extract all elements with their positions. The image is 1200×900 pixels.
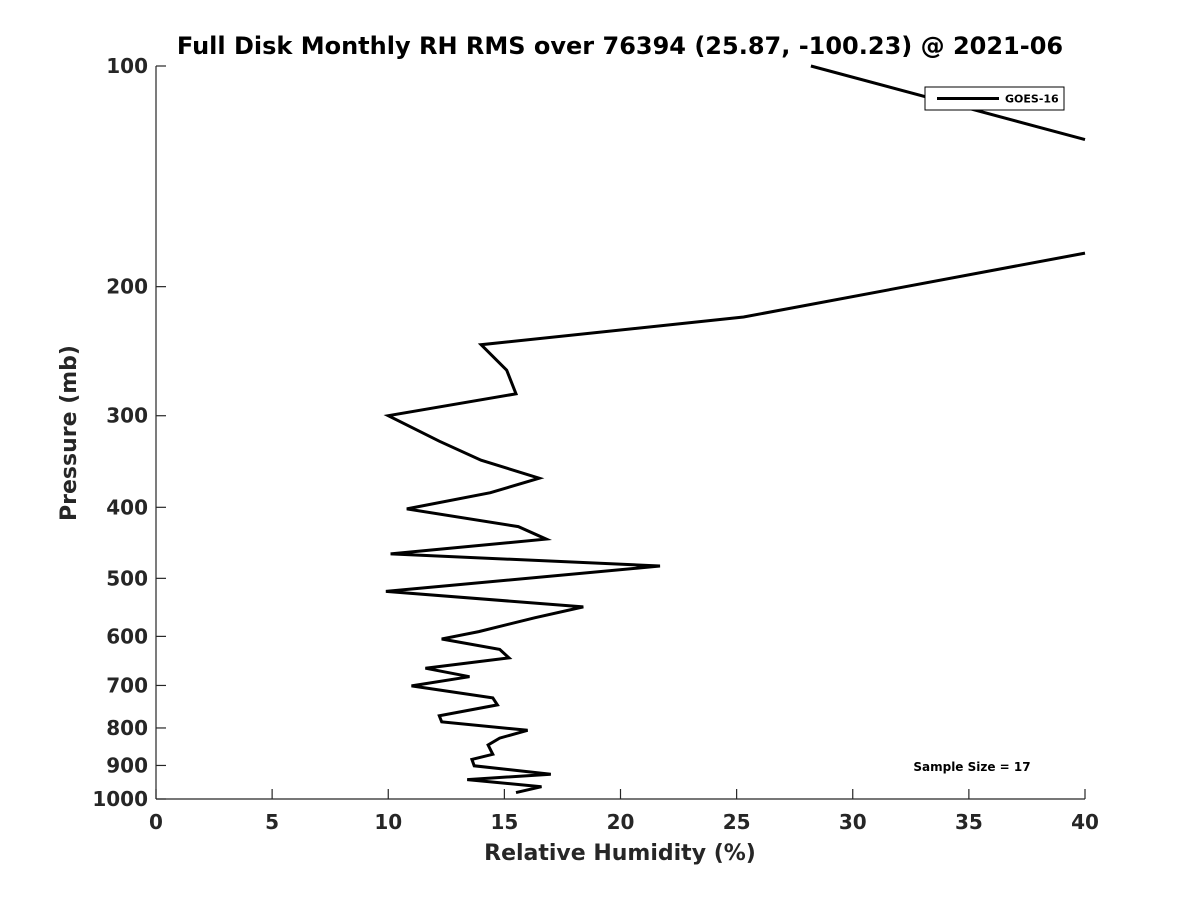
y-tick-label: 700: [106, 673, 148, 697]
y-tick-label: 100: [106, 54, 148, 78]
y-tick-label: 500: [106, 566, 148, 590]
y-axis-ticks: 100 200 300 400 500 600 700 800 900 1000: [92, 54, 166, 811]
y-tick-label: 600: [106, 624, 148, 648]
x-tick-label: 35: [955, 810, 983, 834]
y-tick-label: 900: [106, 753, 148, 777]
x-tick-label: 30: [839, 810, 867, 834]
y-tick-label: 200: [106, 275, 148, 299]
x-tick-label: 15: [490, 810, 518, 834]
sample-size-annotation: Sample Size = 17: [913, 760, 1030, 774]
y-tick-label: 800: [106, 716, 148, 740]
x-tick-label: 25: [723, 810, 751, 834]
chart-title: Full Disk Monthly RH RMS over 76394 (25.…: [177, 32, 1063, 60]
legend-label-goes-16: GOES-16: [1005, 93, 1059, 106]
x-tick-label: 10: [374, 810, 402, 834]
x-axis-ticks: 0 5 10 15 20 25 30 35 40: [149, 789, 1099, 834]
y-axis-label: Pressure (mb): [57, 345, 82, 521]
legend: GOES-16: [924, 86, 1065, 111]
y-tick-label: 300: [106, 404, 148, 428]
y-tick-label: 1000: [92, 787, 148, 811]
x-tick-label: 5: [265, 810, 279, 834]
x-tick-label: 20: [607, 810, 635, 834]
x-axis-label: Relative Humidity (%): [484, 841, 756, 866]
x-tick-label: 0: [149, 810, 163, 834]
y-tick-label: 400: [106, 495, 148, 519]
x-tick-label: 40: [1071, 810, 1099, 834]
